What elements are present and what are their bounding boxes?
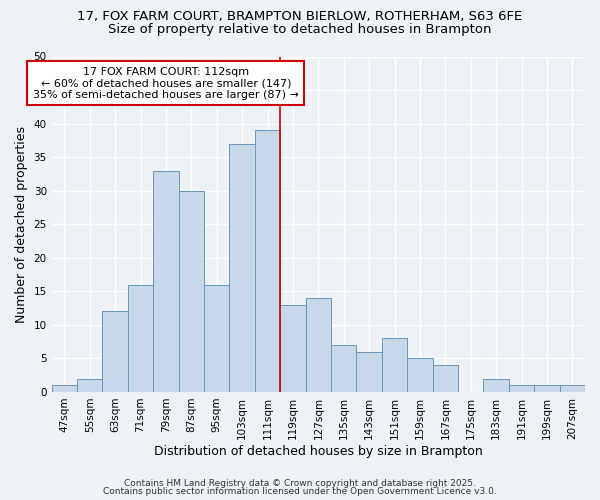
Bar xyxy=(433,365,458,392)
Bar xyxy=(52,385,77,392)
Bar xyxy=(255,130,280,392)
Y-axis label: Number of detached properties: Number of detached properties xyxy=(15,126,28,322)
Text: Contains public sector information licensed under the Open Government Licence v3: Contains public sector information licen… xyxy=(103,487,497,496)
Bar xyxy=(484,378,509,392)
Text: Contains HM Land Registry data © Crown copyright and database right 2025.: Contains HM Land Registry data © Crown c… xyxy=(124,478,476,488)
Bar xyxy=(204,284,229,392)
Bar xyxy=(229,144,255,392)
X-axis label: Distribution of detached houses by size in Brampton: Distribution of detached houses by size … xyxy=(154,444,483,458)
Bar xyxy=(153,170,179,392)
Bar xyxy=(382,338,407,392)
Bar xyxy=(77,378,103,392)
Bar xyxy=(534,385,560,392)
Bar xyxy=(560,385,585,392)
Bar xyxy=(103,312,128,392)
Bar xyxy=(509,385,534,392)
Bar xyxy=(179,190,204,392)
Bar xyxy=(280,304,305,392)
Bar xyxy=(128,284,153,392)
Text: Size of property relative to detached houses in Brampton: Size of property relative to detached ho… xyxy=(108,22,492,36)
Bar xyxy=(305,298,331,392)
Bar xyxy=(407,358,433,392)
Text: 17, FOX FARM COURT, BRAMPTON BIERLOW, ROTHERHAM, S63 6FE: 17, FOX FARM COURT, BRAMPTON BIERLOW, RO… xyxy=(77,10,523,23)
Text: 17 FOX FARM COURT: 112sqm
← 60% of detached houses are smaller (147)
35% of semi: 17 FOX FARM COURT: 112sqm ← 60% of detac… xyxy=(33,66,299,100)
Bar xyxy=(331,345,356,392)
Bar xyxy=(356,352,382,392)
